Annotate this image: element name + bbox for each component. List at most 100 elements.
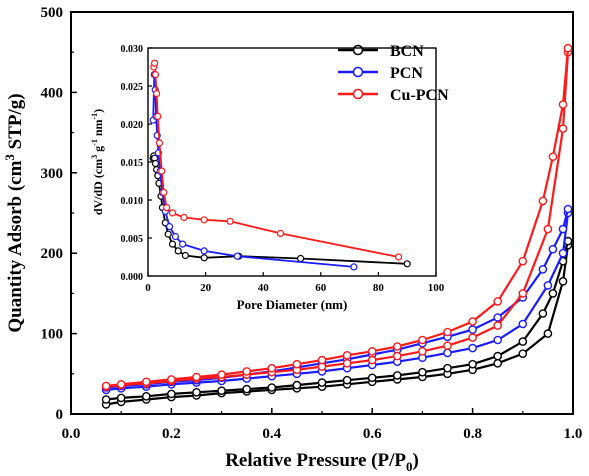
main-point-bcn [548, 289, 558, 298]
main-point-cu-pcn [367, 355, 377, 365]
main-point-bcn [192, 387, 201, 397]
main-point-cu-pcn [116, 379, 126, 389]
main-point-pcn [543, 281, 553, 290]
inset-x-tick-label: 80 [373, 282, 385, 294]
main-point-cu-pcn [217, 370, 226, 379]
main-point-cu-pcn [367, 346, 377, 356]
main-y-tick-label: 0 [56, 407, 64, 423]
main-point-cu-pcn [518, 256, 528, 266]
main-point-cu-pcn [242, 367, 251, 376]
inset-point-bcn [181, 251, 189, 260]
main-point-cu-pcn [468, 317, 477, 326]
inset-point-cu-pcn [276, 229, 285, 237]
legend-marker-cu-pcn [352, 88, 364, 100]
inset-series-pcn [149, 70, 358, 271]
main-point-pcn [468, 343, 477, 353]
main-point-bcn [558, 276, 568, 286]
main-point-bcn [538, 309, 548, 318]
inset-plot-frame [147, 47, 437, 277]
inset-point-bcn [297, 254, 305, 263]
main-x-tick-label: 0.8 [463, 426, 482, 442]
main-series-cu-pcn [101, 43, 573, 392]
inset-point-cu-pcn [151, 59, 159, 67]
main-y-axis-label: Quantity Adsorb (cm3 STP/g) [2, 93, 26, 332]
main-point-cu-pcn [563, 43, 573, 53]
main-point-bcn [367, 373, 377, 383]
legend-marker-pcn [352, 66, 364, 78]
main-y-tick-label: 500 [41, 5, 64, 21]
inset-point-cu-pcn [155, 139, 164, 147]
inset-point-bcn [168, 240, 177, 248]
main-point-bcn [292, 380, 302, 390]
inset-x-tick-label: 0 [145, 282, 151, 294]
inset-point-bcn [151, 159, 160, 168]
main-point-bcn [518, 337, 528, 346]
inset-point-cu-pcn [395, 253, 403, 261]
main-x-axis-label: Relative Pressure (P/P0) [225, 450, 419, 474]
main-point-bcn [101, 395, 111, 404]
main-point-cu-pcn [558, 124, 568, 133]
inset-point-cu-pcn [163, 204, 171, 212]
main-point-cu-pcn [101, 381, 111, 391]
main-point-cu-pcn [558, 100, 568, 109]
main-point-bcn [217, 386, 226, 396]
inset-point-pcn [171, 232, 179, 241]
main-point-cu-pcn [548, 152, 558, 161]
inset-line-pcn [152, 74, 354, 268]
inset-point-pcn [350, 263, 358, 271]
main-point-bcn [116, 393, 126, 403]
main-x-tick-label: 0.0 [62, 426, 81, 442]
legend-label-cu-pcn: Cu-PCN [390, 87, 449, 104]
main-line-cu-pcn-desorption [105, 48, 570, 387]
main-point-bcn [141, 391, 151, 401]
main-point-cu-pcn [443, 341, 452, 351]
main-series-layer [101, 43, 573, 409]
main-point-cu-pcn [342, 350, 352, 360]
inset-y-tick-label: 0.000 [121, 272, 144, 283]
inset-point-pcn [200, 247, 208, 255]
main-point-cu-pcn [443, 327, 452, 337]
main-line-bcn-desorption [105, 240, 570, 401]
main-point-pcn [518, 319, 528, 329]
main-point-cu-pcn [342, 358, 352, 368]
main-point-pcn [548, 244, 558, 254]
inset-point-cu-pcn [151, 70, 160, 79]
main-y-tick-label: 100 [41, 327, 64, 343]
inset-y-tick-label: 0.020 [121, 120, 144, 131]
inset-point-bcn [164, 230, 172, 238]
main-point-pcn [493, 313, 503, 322]
inset-point-bcn [200, 254, 208, 262]
inset-y-tick-label: 0.030 [121, 44, 144, 55]
inset-point-cu-pcn [154, 112, 162, 121]
inset-y-tick-label: 0.025 [121, 82, 144, 93]
main-point-bcn [267, 383, 277, 392]
inset-point-pcn [179, 240, 187, 248]
inset-chart: 0 20 40 60 80 100 0.000 0.005 0.010 0.015 0.020 0.0… [90, 44, 445, 312]
main-x-tick-label: 0.2 [162, 426, 181, 442]
inset-point-cu-pcn [168, 209, 177, 217]
inset-point-cu-pcn [200, 216, 208, 224]
inset-axes-layer: 0 20 40 60 80 100 0.000 0.005 0.010 0.015 0.020 0.0… [121, 44, 445, 294]
inset-y-tick-label: 0.015 [121, 158, 144, 169]
main-point-bcn [468, 359, 477, 369]
main-series-bcn [101, 236, 573, 409]
legend-marker-bcn [352, 44, 364, 56]
main-x-tick-label: 0.6 [363, 426, 382, 442]
main-x-tick-label: 0.4 [262, 426, 281, 442]
main-point-cu-pcn [543, 224, 553, 234]
inset-point-cu-pcn [160, 188, 168, 196]
main-point-bcn [443, 363, 452, 373]
inset-point-cu-pcn [158, 167, 166, 175]
main-point-cu-pcn [418, 335, 427, 345]
main-point-cu-pcn [468, 333, 477, 342]
main-point-bcn [392, 371, 402, 380]
inset-y-tick-label: 0.005 [121, 234, 144, 245]
legend: BCN PCN Cu-PCN [338, 43, 449, 104]
main-point-pcn [558, 248, 568, 258]
main-point-bcn [317, 378, 327, 387]
inset-x-tick-label: 100 [428, 282, 445, 294]
inset-point-pcn [233, 252, 241, 260]
main-point-pcn [443, 348, 452, 358]
main-x-tick-label: 1.0 [564, 426, 583, 442]
